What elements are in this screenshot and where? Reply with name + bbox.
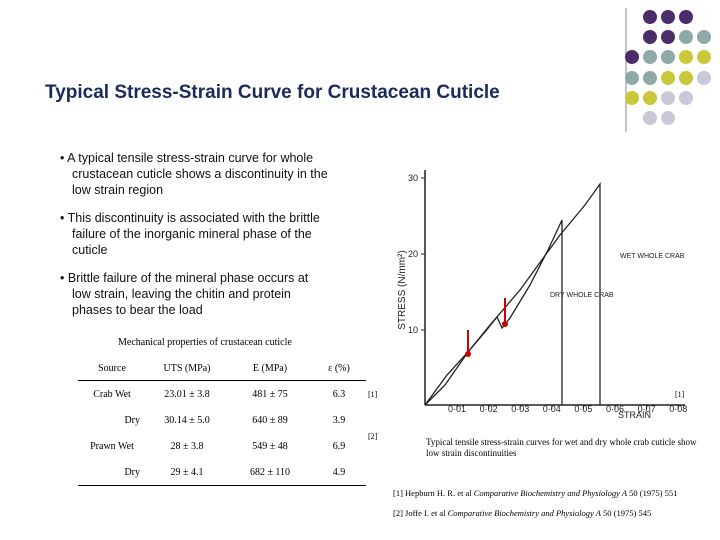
header-cell: UTS (MPa)	[146, 356, 228, 381]
table-cell: 4.9	[312, 459, 366, 486]
table-cell: 481 ± 75	[252, 388, 288, 400]
figure-ref: [1]	[675, 390, 685, 399]
table-cell: 640 ± 89	[252, 414, 288, 426]
properties-table: Source UTS (MPa) E (MPa) ε (%) Crab Wet 23.01…	[78, 356, 366, 486]
slide-title: Typical Stress-Strain Curve for Crustace…	[45, 82, 500, 103]
stress-strain-figure: STRESS (N/mm²) STRAIN WET WHOLE CRAB DRY…	[397, 170, 687, 420]
x-tick-label: 0·03	[511, 404, 529, 414]
y-axis-label: STRESS (N/mm²)	[397, 250, 408, 329]
table-cell: 6.3	[332, 388, 346, 400]
table-cell: Crab Wet	[93, 388, 131, 400]
table-cell: 28 ± 3.8	[170, 440, 204, 452]
ref-authors: [2] Joffe I. et al	[393, 508, 446, 518]
table-cell: Prawn Wet	[90, 440, 134, 452]
bullet: This discontinuity is associated with th…	[60, 210, 330, 258]
x-tick-label: 0·06	[606, 404, 624, 414]
x-tick-label: 0·05	[574, 404, 592, 414]
table-cell: Dry	[78, 459, 146, 486]
table-cell: 549 ± 48	[252, 440, 288, 452]
ref-volume: 50 (1975) 545	[603, 508, 652, 518]
x-tick-label: 0·01	[448, 404, 466, 414]
table-row: Crab Wet 23.01 ± 3.8 481 ± 75 6.3	[78, 381, 366, 408]
ref-journal: Comparative Biochemistry and Physiology …	[447, 508, 601, 518]
y-tick-label: 20	[408, 249, 418, 259]
table-cell: 3.9	[332, 414, 346, 426]
table-cell: 23.01 ± 3.8	[164, 388, 210, 400]
reference: [2] Joffe I. et al Comparative Biochemis…	[393, 508, 651, 518]
curve-label: WET WHOLE CRAB	[620, 253, 685, 260]
header-cell: Source	[78, 356, 146, 381]
dot-grid	[625, 10, 711, 125]
table-cell: 682 ± 110	[228, 459, 312, 486]
table-row: Prawn Wet 28 ± 3.8 549 ± 48 6.9	[78, 433, 366, 459]
ref-volume: 50 (1975) 551	[629, 488, 678, 498]
x-tick-label: 0·08	[669, 404, 687, 414]
table-cell: Dry	[124, 414, 140, 426]
x-tick-label: 0·02	[480, 404, 498, 414]
dry-curve	[424, 219, 563, 406]
table-cell: 30.14 ± 5.0	[164, 414, 210, 426]
header-cell: E (MPa)	[228, 356, 312, 381]
bullet: Brittle failure of the mineral phase occ…	[60, 270, 330, 318]
table-ref: [1]	[368, 390, 378, 399]
x-axis-label: STRAIN	[618, 410, 651, 420]
arrow-point	[502, 321, 508, 327]
header-cell: ε (%)	[312, 356, 366, 381]
reference: [1] Hepburn H. R. et al Comparative Bioc…	[393, 488, 677, 498]
ref-journal: Comparative Biochemistry and Physiology …	[473, 488, 628, 498]
table-cell: 6.9	[332, 440, 346, 452]
table-ref: [2]	[368, 432, 378, 441]
curve-label: DRY WHOLE CRAB	[550, 292, 614, 299]
x-tick-label: 0·07	[638, 404, 656, 414]
x-tick-label: 0·04	[543, 404, 561, 414]
figure-caption: Typical tensile stress-strain curves for…	[426, 437, 697, 458]
table-caption: Mechanical properties of crustacean cuti…	[118, 337, 292, 348]
arrow-point	[465, 351, 471, 357]
table-cell: 29 ± 4.1	[146, 459, 228, 486]
table-row: Dry 30.14 ± 5.0 640 ± 89 3.9	[78, 407, 366, 433]
bullet: A typical tensile stress-strain curve fo…	[60, 150, 330, 198]
y-tick-label: 10	[408, 325, 418, 335]
table-row: Dry 29 ± 4.1 682 ± 110 4.9	[78, 459, 366, 486]
wet-curve	[424, 181, 601, 406]
y-tick-label: 30	[408, 173, 418, 183]
ref-authors: [1] Hepburn H. R. et al	[393, 488, 472, 498]
bullet-list: A typical tensile stress-strain curve fo…	[60, 150, 330, 330]
